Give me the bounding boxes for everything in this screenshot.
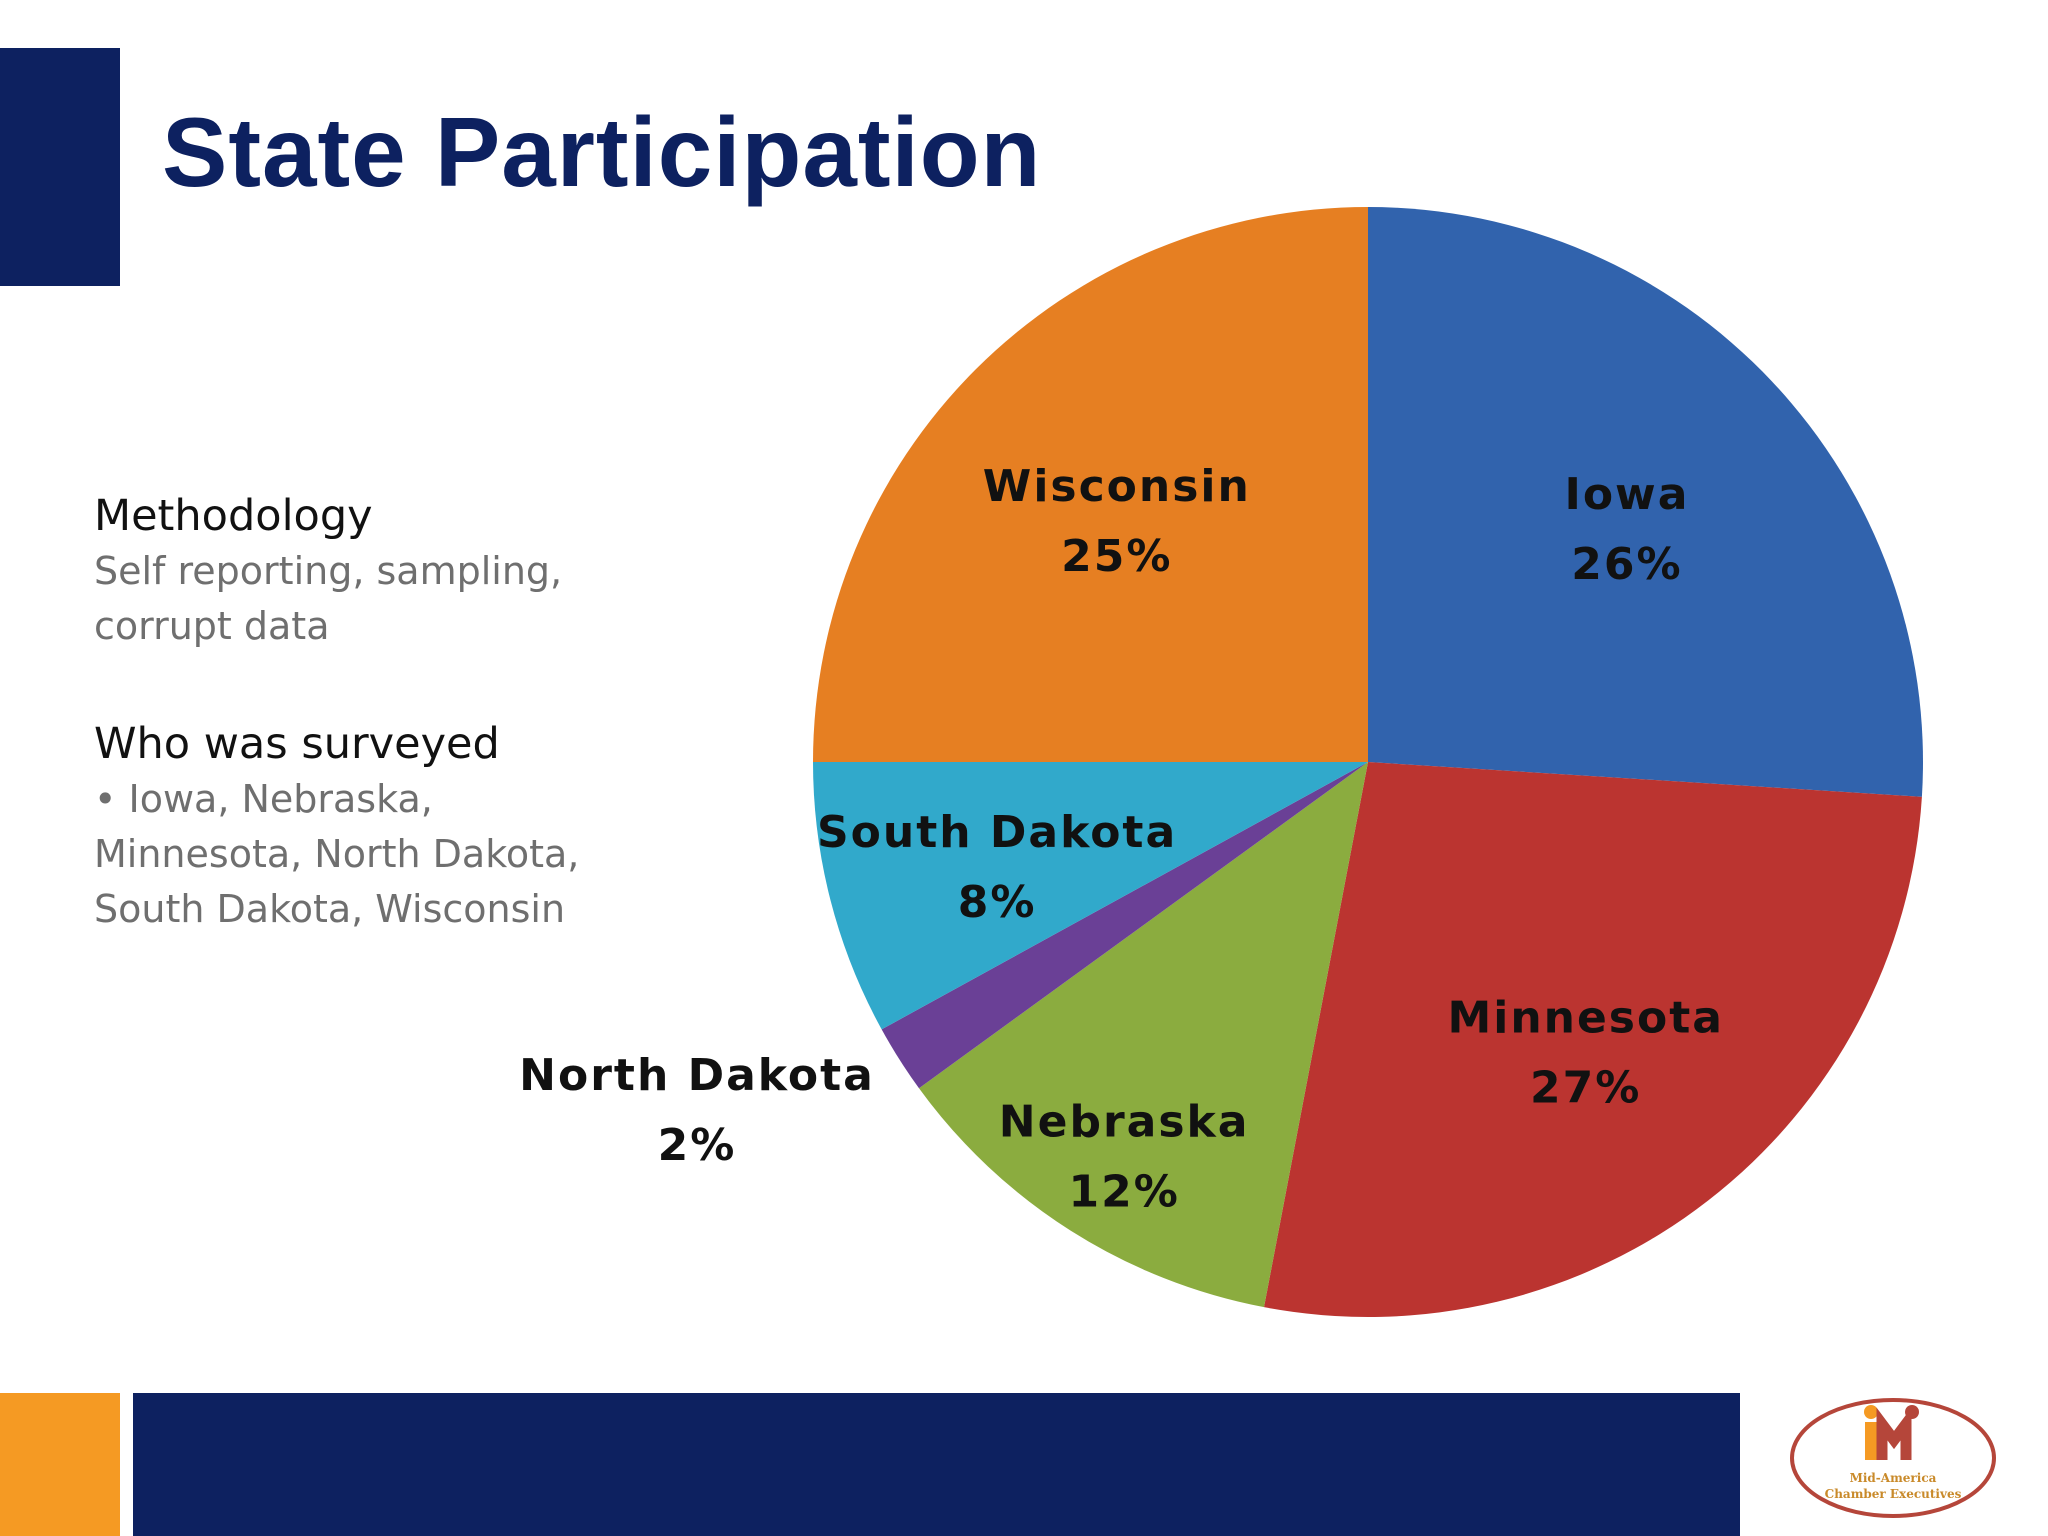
slice-value-south-dakota: 8% bbox=[958, 877, 1037, 928]
side-text-panel: Methodology Self reporting, sampling, co… bbox=[94, 488, 654, 937]
footer-navy-bar bbox=[133, 1393, 1740, 1536]
pie-slice-south-dakota bbox=[813, 762, 1368, 1030]
slice-label-wisconsin: Wisconsin bbox=[983, 461, 1251, 512]
pie-slice-minnesota bbox=[1264, 762, 1922, 1317]
methodology-line: Self reporting, sampling, bbox=[94, 549, 563, 593]
slice-value-north-dakota: 2% bbox=[658, 1120, 737, 1171]
slice-label-minnesota: Minnesota bbox=[1447, 993, 1724, 1044]
mid-america-logo: Mid-America Chamber Executives bbox=[1790, 1398, 1996, 1518]
slice-label-south-dakota: South Dakota bbox=[817, 807, 1177, 858]
methodology-heading: Methodology bbox=[94, 491, 373, 541]
surveyed-line: Minnesota, North Dakota, bbox=[94, 832, 580, 876]
surveyed-line: South Dakota, Wisconsin bbox=[94, 887, 566, 931]
slice-value-iowa: 26% bbox=[1571, 539, 1682, 590]
footer-orange-bar bbox=[0, 1393, 120, 1536]
surveyed-heading: Who was surveyed bbox=[94, 719, 500, 769]
page-title: State Participation bbox=[162, 97, 1042, 207]
slice-value-nebraska: 12% bbox=[1068, 1166, 1179, 1217]
pie-slice-nebraska bbox=[918, 762, 1368, 1308]
slice-label-north-dakota: North Dakota bbox=[519, 1050, 875, 1101]
logo-text-line1: Mid-America bbox=[1850, 1471, 1937, 1485]
title-accent-bar bbox=[0, 48, 120, 286]
pie-slice-iowa bbox=[1368, 207, 1923, 797]
slice-label-iowa: Iowa bbox=[1564, 469, 1689, 520]
pie-slice-north-dakota bbox=[881, 762, 1368, 1089]
pie-slice-wisconsin bbox=[813, 207, 1368, 762]
slice-value-minnesota: 27% bbox=[1530, 1063, 1641, 1114]
logo-text-line2: Chamber Executives bbox=[1825, 1487, 1962, 1501]
slice-label-nebraska: Nebraska bbox=[999, 1096, 1250, 1147]
slice-value-wisconsin: 25% bbox=[1061, 531, 1172, 582]
surveyed-line: • Iowa, Nebraska, bbox=[94, 777, 433, 821]
methodology-line: corrupt data bbox=[94, 604, 330, 648]
